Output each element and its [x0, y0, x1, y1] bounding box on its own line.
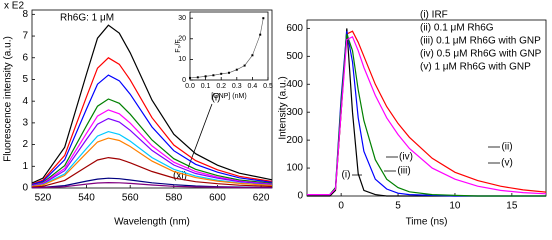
x-tick-label: 560	[122, 193, 139, 204]
legend-label: (v) 1 μM Rh6G with GNP	[420, 62, 531, 73]
data-point	[204, 75, 207, 78]
y-tick-label: 300	[286, 107, 303, 118]
x-tick-label: 520	[35, 193, 52, 204]
y-tick-label: 30	[178, 15, 186, 22]
y-axis-label: F₀/F	[175, 39, 182, 52]
data-point	[243, 64, 246, 67]
y-tick-label: 2	[22, 139, 28, 150]
y-tick-label: 500	[286, 51, 303, 62]
plot-frame	[31, 9, 273, 189]
data-point	[220, 72, 223, 75]
data-line	[31, 98, 273, 186]
x-tick-label: 0.1	[201, 83, 211, 90]
data-point	[259, 33, 262, 36]
y-tick-label: 0	[182, 77, 186, 84]
x-tick-label: 620	[253, 193, 270, 204]
legend-label: (iii) 0.1 μM Rh6G with GNP	[420, 36, 541, 47]
legend-label: (i) IRF	[420, 10, 448, 21]
y-tick-label: 3	[22, 118, 28, 129]
x-axis-label: [GNP] (nM)	[211, 93, 246, 100]
y-tick-label: 20	[178, 36, 186, 43]
y-tick-label: 600	[286, 23, 303, 34]
fit-line	[189, 18, 264, 79]
annotation: (v)	[501, 158, 513, 169]
legend-label: (ii) 0.1 μM Rh6G	[420, 23, 494, 34]
plot-frame	[189, 11, 269, 81]
annotation: (i)	[212, 93, 221, 104]
annotation: x E2	[4, 1, 24, 12]
data-point	[235, 68, 238, 71]
x-tick-label: 5	[395, 201, 401, 212]
data-line	[31, 181, 273, 189]
x-tick-label: 15	[506, 201, 518, 212]
x-tick-label: 0	[338, 201, 344, 212]
annotation: (ii)	[501, 142, 512, 153]
annotation: (xi)	[173, 171, 187, 182]
x-tick-label: 0.3	[232, 83, 242, 90]
x-axis-label: Wavelength (nm)	[114, 217, 190, 228]
data-point	[212, 74, 215, 77]
data-line	[31, 156, 273, 188]
y-tick-label: 200	[286, 135, 303, 146]
y-tick-label: 4	[22, 96, 28, 107]
data-line	[31, 130, 273, 187]
annotation: (i)	[342, 170, 351, 181]
y-tick-label: 1	[22, 161, 28, 172]
data-point	[228, 71, 230, 74]
data-point	[189, 76, 191, 79]
y-tick-label: 10	[178, 56, 186, 63]
x-tick-label: 10	[449, 201, 461, 212]
y-tick-label: 400	[286, 79, 303, 90]
legend-label: (iv) 0.5 μM Rh6G with GNP	[420, 49, 542, 60]
x-tick-label: 0.2	[216, 83, 226, 90]
data-line	[31, 74, 273, 186]
data-point	[262, 17, 265, 20]
x-tick-label: 0.4	[248, 83, 258, 90]
data-line	[31, 117, 273, 187]
y-tick-label: 0	[22, 183, 28, 194]
y-axis-label: Intensity (a.u.)	[278, 76, 289, 139]
y-tick-label: 8	[22, 9, 28, 20]
y-tick-label: 0	[297, 191, 303, 202]
data-line	[31, 24, 273, 184]
x-tick-label: 580	[165, 193, 182, 204]
x-tick-label: 0.5	[263, 83, 273, 90]
y-tick-label: 6	[22, 52, 28, 63]
y-tick-label: 5	[22, 74, 28, 85]
x-tick-label: 600	[209, 193, 226, 204]
data-line	[31, 137, 273, 188]
y-axis-label: Fluorescence intensity (a.u.)	[3, 36, 14, 162]
data-line	[31, 57, 273, 185]
annotation: (iii)	[397, 166, 410, 177]
annotation: (iv)	[399, 152, 413, 163]
data-line	[307, 35, 547, 196]
annotation: Rh6G: 1 μM	[60, 13, 114, 24]
y-tick-label: 7	[22, 31, 28, 42]
y-tick-label: 100	[286, 163, 303, 174]
x-axis-label: Time (ns)	[406, 217, 448, 228]
data-point	[196, 76, 199, 79]
x-tick-label: 540	[78, 193, 95, 204]
x-tick-label: 0.0	[185, 83, 195, 90]
data-point	[251, 54, 254, 57]
data-line	[31, 109, 273, 187]
